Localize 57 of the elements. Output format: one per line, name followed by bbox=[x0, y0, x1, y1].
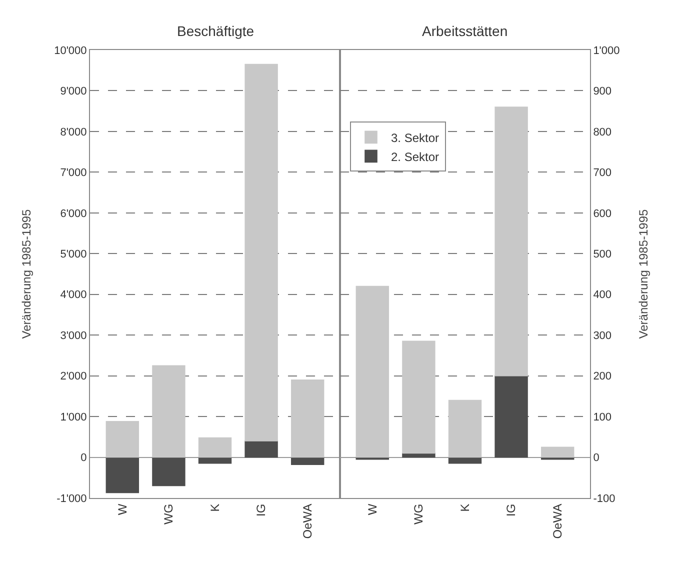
x-tick-label: WG bbox=[162, 504, 176, 524]
x-tick-label: W bbox=[115, 503, 130, 516]
y-tick-label: 700 bbox=[593, 167, 612, 180]
bar bbox=[106, 421, 140, 458]
y-tick-label: 800 bbox=[593, 126, 612, 138]
x-tick-label: OeWA bbox=[300, 504, 314, 539]
x-tick-label: W bbox=[365, 503, 380, 516]
bar bbox=[448, 400, 482, 458]
y-tick-label: 8'000 bbox=[60, 126, 87, 138]
bar bbox=[198, 437, 232, 458]
y-tick-label: 3'000 bbox=[60, 330, 87, 342]
bar bbox=[356, 286, 390, 458]
y-tick-label: 0 bbox=[593, 452, 600, 464]
x-tick-label: WG bbox=[412, 504, 426, 524]
bar bbox=[494, 375, 528, 458]
bar bbox=[540, 446, 574, 458]
x-tick-label: K bbox=[458, 504, 472, 512]
x-tick-label: IG bbox=[504, 504, 518, 516]
y-tick-label: 0 bbox=[80, 452, 87, 464]
x-tick-label: K bbox=[208, 504, 222, 512]
y-tick-label: 600 bbox=[593, 208, 612, 220]
bar bbox=[152, 456, 186, 486]
bar bbox=[290, 379, 324, 458]
y-axis-title: Veränderung 1985-1995 bbox=[19, 208, 34, 339]
y-tick-label: 9'000 bbox=[60, 86, 87, 98]
y-tick-label: 100 bbox=[593, 411, 612, 424]
bar bbox=[106, 456, 140, 494]
y-tick-label: 7'000 bbox=[60, 167, 87, 180]
y-tick-label: 2'000 bbox=[60, 370, 87, 383]
y-tick-label: 4'000 bbox=[60, 289, 87, 302]
y-tick-label: 5'000 bbox=[60, 248, 87, 260]
bar bbox=[198, 456, 232, 464]
y-tick-label: 200 bbox=[593, 370, 612, 383]
y-tick-label: -1'000 bbox=[56, 492, 87, 505]
y-tick-label: 1'000 bbox=[60, 411, 87, 424]
bar bbox=[152, 365, 186, 458]
bar bbox=[244, 64, 278, 442]
bar bbox=[402, 340, 436, 454]
bar bbox=[290, 456, 324, 465]
y-tick-label: 1'000 bbox=[593, 44, 620, 57]
x-tick-label: IG bbox=[254, 504, 268, 516]
legend-label: 2. Sektor bbox=[391, 150, 440, 164]
y-tick-label: 400 bbox=[593, 289, 612, 302]
x-tick-label: OeWA bbox=[550, 504, 564, 539]
legend-label: 3. Sektor bbox=[391, 130, 440, 145]
y-tick-label: -100 bbox=[593, 492, 616, 505]
y-axis-title: Veränderung 1985-1995 bbox=[636, 208, 651, 339]
bar bbox=[494, 106, 528, 376]
chart-title: Arbeitsstätten bbox=[422, 23, 508, 39]
y-tick-label: 900 bbox=[593, 86, 612, 98]
y-tick-label: 500 bbox=[593, 248, 612, 260]
y-tick-label: 300 bbox=[593, 330, 612, 342]
y-tick-label: 10'000 bbox=[54, 44, 87, 57]
bar bbox=[448, 456, 482, 464]
y-tick-label: 6'000 bbox=[60, 208, 87, 220]
bar bbox=[244, 440, 278, 458]
chart-title: Beschäftigte bbox=[177, 23, 254, 39]
